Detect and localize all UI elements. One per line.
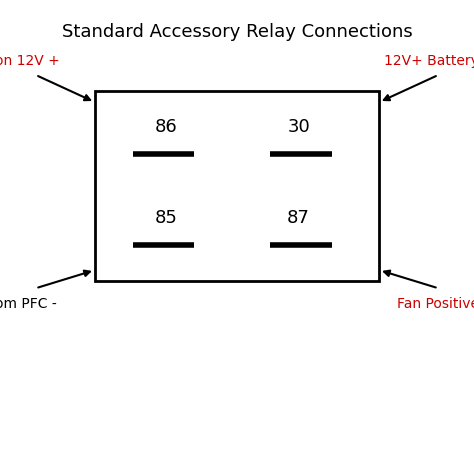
Bar: [95, 91, 379, 281]
Text: Fan Positive: Fan Positive: [397, 297, 474, 311]
Text: 87: 87: [287, 209, 310, 227]
Text: Standard Accessory Relay Connections: Standard Accessory Relay Connections: [62, 23, 412, 41]
Text: om PFC -: om PFC -: [0, 297, 57, 311]
Text: 12V+ Battery: 12V+ Battery: [384, 54, 474, 68]
Text: 85: 85: [155, 209, 177, 227]
Text: 30: 30: [287, 118, 310, 136]
Text: on 12V +: on 12V +: [0, 54, 60, 68]
Text: 86: 86: [155, 118, 177, 136]
